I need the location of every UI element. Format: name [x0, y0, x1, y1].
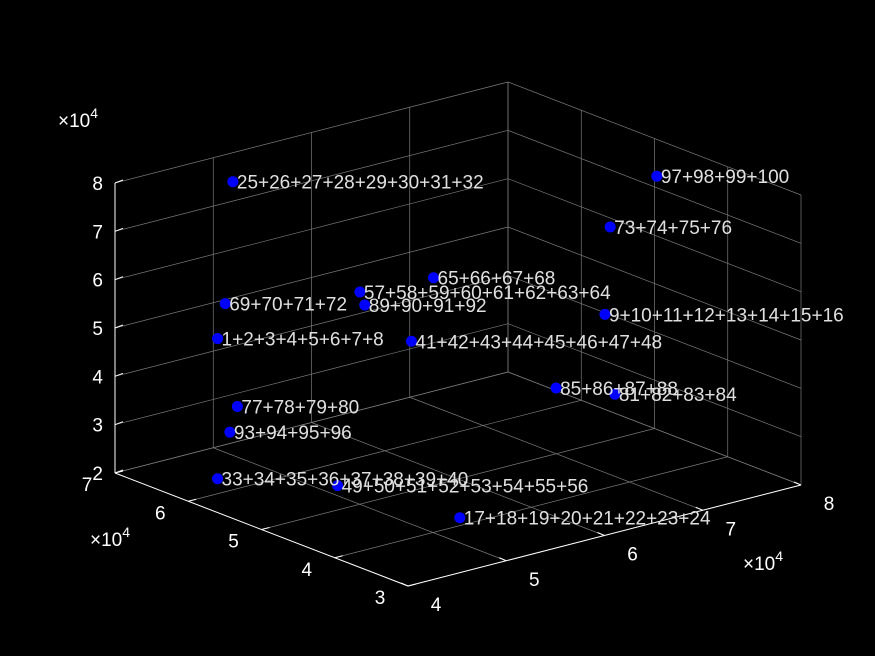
- data-point: [354, 286, 366, 298]
- data-point: [604, 221, 616, 233]
- axis-lines: [114, 179, 802, 587]
- grid-line-y-floor: [188, 399, 582, 502]
- grid-line-z-sidewall: [507, 226, 802, 341]
- z-axis-exponent-label-power: 4: [90, 105, 98, 121]
- z-tick-mark: [114, 469, 124, 474]
- grid-line-z-sidewall: [507, 275, 802, 389]
- z-tick-label: 3: [92, 416, 103, 437]
- x-tick-label: 4: [431, 595, 442, 616]
- grid-line-z-backwall: [114, 81, 509, 184]
- data-point-label: 33+34+35+36+37+38+39+40: [222, 470, 469, 491]
- z-tick-label: 6: [92, 271, 103, 292]
- data-point: [231, 400, 243, 412]
- grid-line-z-sidewall: [507, 323, 802, 437]
- data-point-label: 17+18+19+20+21+22+23+24: [464, 509, 711, 530]
- data-point: [212, 473, 224, 485]
- data-point: [599, 308, 611, 320]
- x-tick-mark: [400, 582, 409, 587]
- z-tick-mark: [114, 324, 124, 329]
- x-tick-mark: [793, 481, 802, 486]
- data-point: [332, 480, 344, 492]
- data-point-label: 65+66+67+68: [438, 269, 556, 290]
- y-tick-mark: [261, 527, 270, 530]
- data-point: [359, 299, 371, 311]
- data-point: [550, 382, 562, 394]
- data-point-label: 9+10+11+12+13+14+15+16: [609, 305, 844, 326]
- data-point: [651, 170, 663, 182]
- data-point-label: 73+74+75+76: [614, 218, 732, 239]
- x-tick-mark: [597, 532, 605, 536]
- data-point-label: 49+50+51+52+53+54+55+56: [342, 477, 589, 498]
- data-point: [454, 512, 466, 524]
- z-tick-mark: [114, 179, 124, 184]
- z-tick-mark: [114, 372, 124, 377]
- grid-line-z-backwall: [114, 129, 509, 232]
- data-points: [212, 170, 663, 524]
- grid-line-y-floor: [334, 456, 728, 559]
- data-point-label: 81+82+83+84: [619, 385, 737, 406]
- y-tick-label: 5: [228, 532, 239, 553]
- data-point-label: 1+2+3+4+5+6+7+8: [222, 330, 384, 351]
- z-tick-mark: [114, 276, 124, 281]
- data-point-label: 77+78+79+80: [241, 397, 359, 418]
- point-labels: 1+2+3+4+5+6+7+8 9+10+11+12+13+14+15+16 17+…: [222, 167, 844, 530]
- grid-line-z-backwall: [114, 323, 509, 426]
- z-tick-label: 2: [92, 464, 103, 485]
- y-axis-exponent-label-power: 4: [122, 524, 130, 540]
- y-tick-mark: [407, 583, 417, 587]
- data-point: [609, 388, 621, 400]
- data-point-label: 57+58+59+60+61+62+63+64: [364, 283, 611, 304]
- grid-line-y-floor: [261, 428, 655, 530]
- grid-line-z-sidewall: [507, 81, 802, 196]
- z-tick-label: 4: [92, 367, 103, 388]
- data-point: [212, 333, 224, 345]
- x-tick-mark: [499, 557, 507, 562]
- data-point-label: 97+98+99+100: [661, 167, 789, 188]
- grid-line-z-backwall: [114, 371, 509, 474]
- data-point-label: 93+94+95+96: [234, 423, 352, 444]
- x-axis-exponent-label-power: 4: [775, 548, 783, 564]
- z-tick-label: 7: [92, 222, 103, 243]
- data-point-label: 25+26+27+28+29+30+31+32: [237, 173, 484, 194]
- grid-line-z-backwall: [114, 226, 509, 329]
- z-tick-mark: [114, 421, 124, 426]
- x-tick-mark: [695, 506, 703, 511]
- data-point: [405, 335, 417, 347]
- y-tick-label: 6: [155, 503, 166, 524]
- data-point: [428, 272, 440, 284]
- x-tick-label: 5: [529, 570, 540, 591]
- y-tick-label: 3: [375, 588, 386, 609]
- data-point-label: 89+90+91+92: [369, 296, 487, 317]
- x-tick-label: 8: [824, 494, 835, 515]
- data-point-label: 69+70+71+72: [229, 295, 347, 316]
- grid-line-z-sidewall: [507, 178, 802, 292]
- data-point-label: 41+42+43+44+45+46+47+48: [415, 332, 662, 353]
- z-tick-mark: [114, 227, 124, 232]
- y-tick-label: 4: [301, 560, 312, 581]
- y-tick-mark: [334, 555, 343, 559]
- x-tick-label: 6: [627, 545, 638, 566]
- y-tick-label: 7: [82, 475, 93, 496]
- data-point-label: 85+86+87+88: [560, 379, 678, 400]
- z-tick-label: 5: [92, 319, 103, 340]
- data-point: [227, 176, 239, 188]
- data-point: [219, 298, 231, 310]
- y-tick-mark: [188, 498, 197, 502]
- x-tick-label: 7: [725, 519, 736, 540]
- grid-line-z-backwall: [114, 274, 509, 377]
- grid-line-z-backwall: [114, 178, 509, 281]
- data-point: [224, 426, 236, 438]
- grid-line-z-sidewall: [507, 130, 802, 244]
- z-tick-label: 8: [92, 174, 103, 195]
